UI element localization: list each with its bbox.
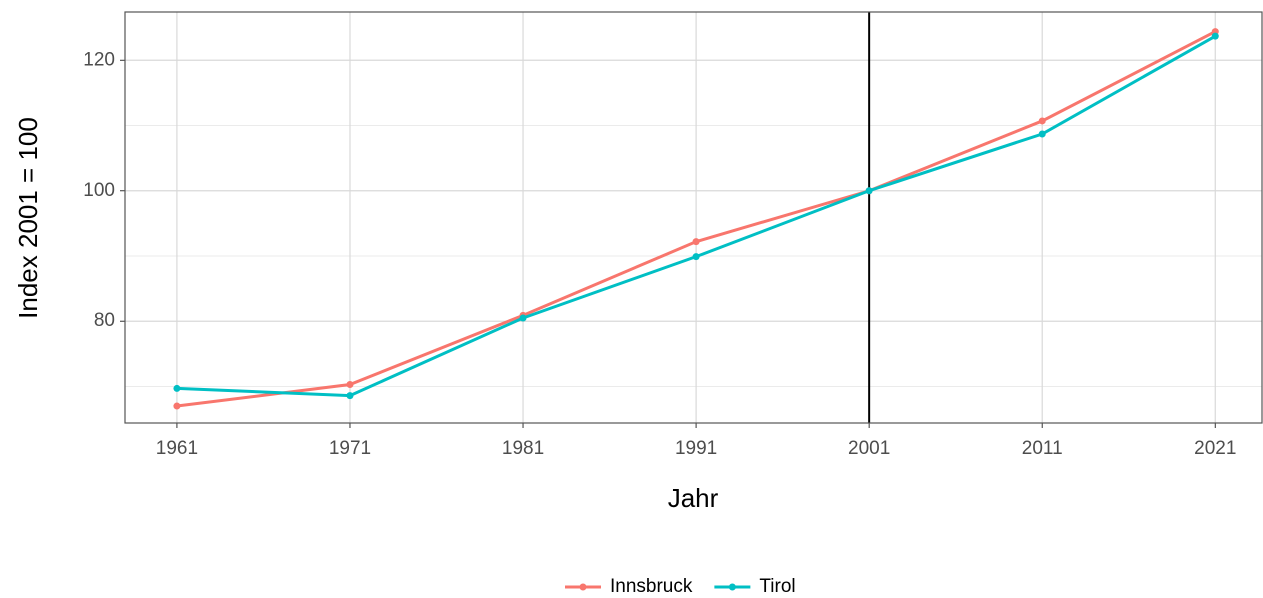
y-axis-title: Index 2001 = 100 <box>13 117 43 319</box>
x-tick-label: 2021 <box>1194 438 1236 459</box>
x-tick-label: 1991 <box>675 438 717 459</box>
data-point <box>692 253 700 261</box>
legend-key-point <box>579 583 587 591</box>
x-tick-label: 2001 <box>848 438 890 459</box>
x-tick-label: 1971 <box>329 438 371 459</box>
legend-key-point <box>728 583 736 591</box>
legend-label: Innsbruck <box>610 576 693 597</box>
plot-background <box>125 12 1262 423</box>
x-tick-label: 1961 <box>156 438 198 459</box>
data-point <box>173 402 181 410</box>
data-point <box>519 314 527 322</box>
legend-label: Tirol <box>759 576 795 597</box>
y-tick-label: 80 <box>94 310 115 331</box>
data-point <box>346 392 354 400</box>
x-tick-label: 2011 <box>1022 438 1063 459</box>
data-point <box>1038 130 1046 138</box>
data-point <box>1211 32 1219 40</box>
plot-border <box>124 11 1263 424</box>
data-point <box>692 238 700 246</box>
x-tick-label: 1981 <box>502 438 544 459</box>
x-axis-title: Jahr <box>668 483 719 513</box>
data-point <box>173 384 181 392</box>
y-tick-label: 120 <box>83 49 115 70</box>
data-point <box>346 381 354 389</box>
data-point <box>1038 117 1046 125</box>
data-point <box>865 187 873 195</box>
y-tick-label: 100 <box>83 180 115 201</box>
